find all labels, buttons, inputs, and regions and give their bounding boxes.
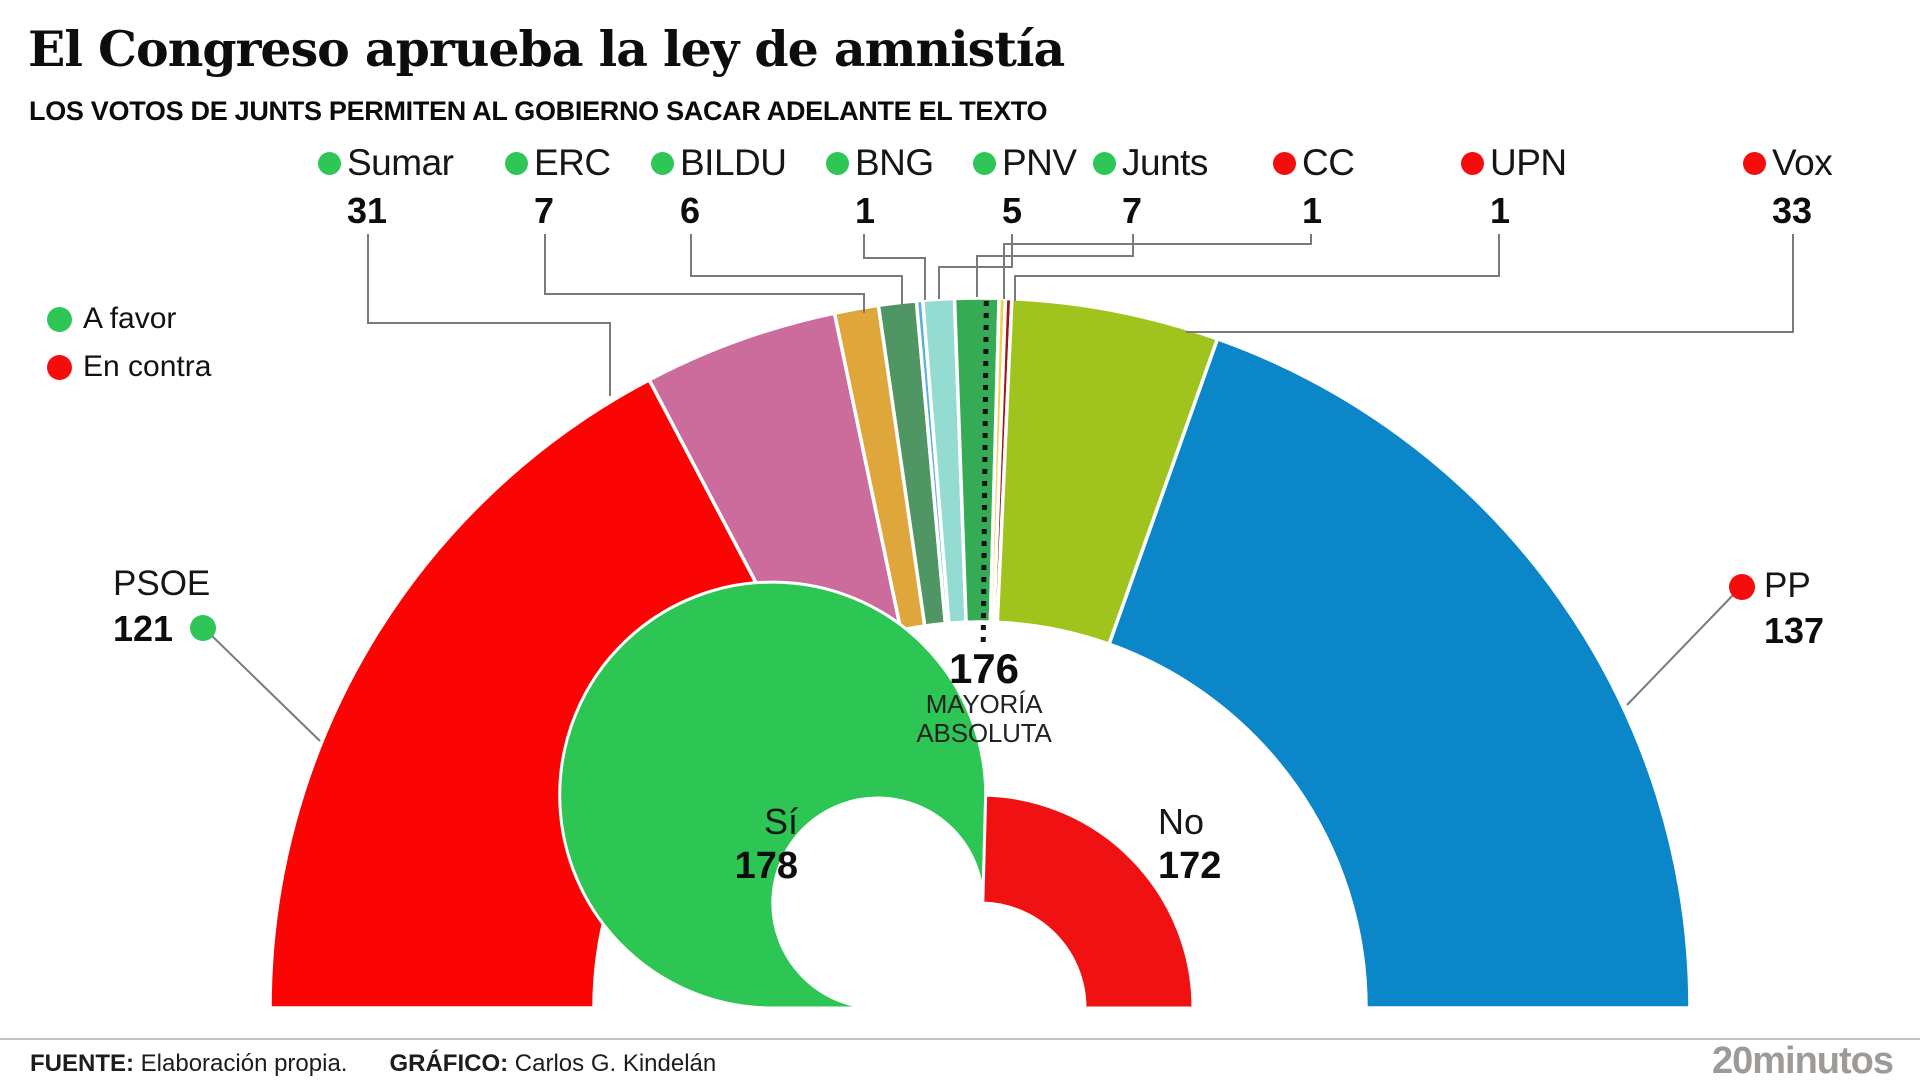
pp-vote-dot-icon: [1729, 574, 1755, 600]
psoe-label: PSOE: [113, 564, 211, 603]
a_favor-dot-icon: [505, 151, 528, 175]
no-label: No: [1158, 801, 1205, 842]
a_favor-dot-icon: [973, 151, 996, 175]
a_favor-dot-icon: [1093, 151, 1116, 175]
party-name: CC: [1302, 142, 1355, 183]
party-name: UPN: [1490, 142, 1567, 183]
party-label-Junts: Junts: [1093, 142, 1208, 184]
a_favor-dot-icon: [651, 151, 674, 175]
source-text: Elaboración propia.: [134, 1050, 348, 1077]
party-name: Sumar: [347, 142, 454, 183]
result-yes: Sí 178: [598, 801, 798, 887]
party-seats-BILDU: 6: [680, 190, 701, 231]
yes-value: 178: [734, 845, 798, 887]
brand-logo: 20minutos: [1711, 1040, 1894, 1080]
inner-arc-no: [981, 793, 1195, 1010]
party-label-UPN: UPN: [1461, 142, 1567, 184]
credit-label: GRÁFICO:: [389, 1050, 509, 1077]
majority-value: 176: [948, 645, 1020, 692]
leader-line-BNG: [863, 234, 926, 300]
inner-arc-yes: [558, 580, 988, 1010]
legend-item-a-favor: A favor: [47, 302, 176, 336]
en_contra-dot-icon: [1273, 151, 1296, 175]
leader-line-ERC: [544, 234, 865, 313]
result-donut: [558, 580, 1195, 1010]
majority-line-2: ABSOLUTA: [916, 718, 1052, 749]
majority-line-1: MAYORÍA: [925, 689, 1043, 719]
pp-seats: 137: [1764, 610, 1825, 651]
leader-line-Sumar: [367, 234, 611, 396]
party-name: ERC: [534, 142, 611, 183]
legend-a-favor-label: A favor: [83, 302, 177, 335]
psoe-seats: 121: [113, 608, 174, 649]
a_favor-dot-icon: [826, 151, 849, 175]
leader-line-CC: [1003, 234, 1312, 299]
majority-callout: 176 MAYORÍA ABSOLUTA: [834, 648, 1134, 748]
party-seats-Sumar: 31: [347, 190, 388, 231]
leader-line-PNV: [938, 234, 1013, 299]
party-seats-Junts: 7: [1122, 190, 1143, 231]
footer-divider: [0, 1038, 1920, 1040]
legend-item-en-contra: En contra: [47, 350, 211, 384]
party-label-CC: CC: [1273, 142, 1355, 184]
leader-line-PSOE: [209, 633, 321, 742]
no-value: 172: [1158, 845, 1222, 887]
party-seats-UPN: 1: [1490, 190, 1511, 231]
arc-segment-PP: [1106, 336, 1692, 1010]
seat-arcs: [268, 296, 1692, 1010]
leader-line-UPN: [1014, 234, 1500, 301]
footer-credits: FUENTE: Elaboración propia. GRÁFICO: Carl…: [30, 1050, 716, 1078]
source-label: FUENTE:: [30, 1050, 134, 1077]
majority-marker: [980, 300, 989, 647]
party-label-Sumar: Sumar: [318, 142, 454, 184]
pp-label: PP: [1764, 566, 1811, 605]
yes-label: Sí: [763, 801, 798, 842]
page-title: El Congreso aprueba la ley de amnistía: [28, 20, 1065, 78]
majority-dotted-line: [980, 300, 989, 647]
party-name: BILDU: [680, 142, 787, 183]
party-seats-Vox: 33: [1772, 190, 1813, 231]
a-favor-dot-icon: [47, 306, 72, 332]
party-seats-PNV: 5: [1002, 190, 1023, 231]
psoe-vote-dot-icon: [190, 615, 216, 641]
party-name: BNG: [855, 142, 934, 183]
legend-en-contra-label: En contra: [83, 350, 212, 383]
party-name: PNV: [1002, 142, 1077, 183]
credit-text: Carlos G. Kindelán: [508, 1050, 717, 1077]
party-seats-ERC: 7: [534, 190, 555, 231]
party-label-Vox: Vox: [1743, 142, 1833, 184]
leader-line-Vox: [1186, 234, 1794, 333]
party-label-BNG: BNG: [826, 142, 934, 184]
a_favor-dot-icon: [318, 151, 341, 175]
en_contra-dot-icon: [1461, 151, 1484, 175]
party-name: Vox: [1772, 142, 1833, 183]
leader-line-PP: [1626, 592, 1736, 706]
result-no: No 172: [1158, 801, 1378, 887]
leader-line-BILDU: [690, 234, 903, 306]
page-subtitle: LOS VOTOS DE JUNTS PERMITEN AL GOBIERNO …: [29, 96, 1048, 126]
leader-lines: [190, 234, 1794, 742]
party-name: Junts: [1122, 142, 1208, 183]
en_contra-dot-icon: [1743, 151, 1766, 175]
en-contra-dot-icon: [47, 354, 72, 380]
party-label-PNV: PNV: [973, 142, 1077, 184]
party-label-ERC: ERC: [505, 142, 611, 184]
party-seats-CC: 1: [1302, 190, 1323, 231]
party-seats-BNG: 1: [855, 190, 876, 231]
party-label-BILDU: BILDU: [651, 142, 787, 184]
